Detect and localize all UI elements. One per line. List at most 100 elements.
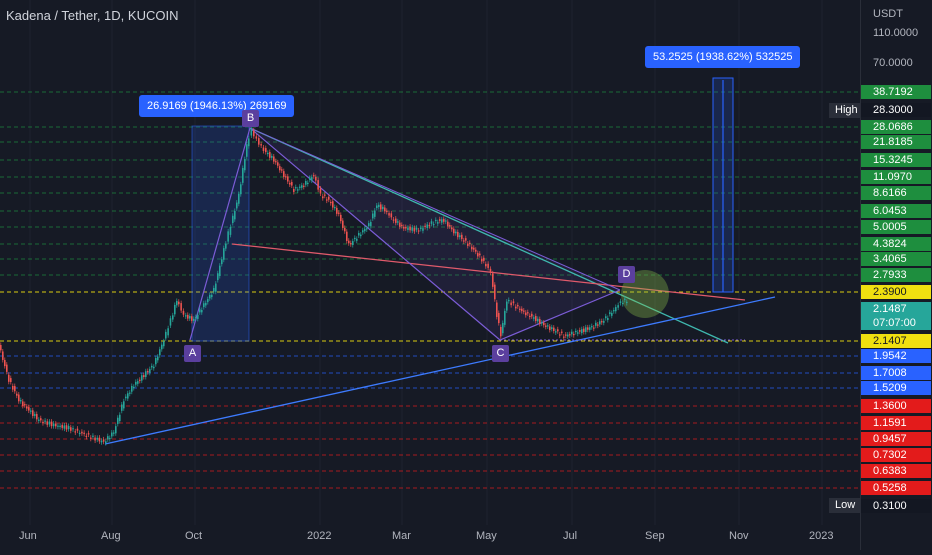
candle-body — [26, 406, 28, 409]
candle-body — [344, 227, 346, 232]
candle-body — [422, 228, 424, 231]
candle-body — [178, 301, 180, 305]
candle-body — [240, 184, 242, 195]
candle-body — [445, 220, 447, 222]
candle-body — [549, 326, 551, 330]
candle-body — [44, 420, 46, 422]
chart-pane[interactable]: Kadena / Tether, 1D, KUCOIN 26.9169 (194… — [0, 0, 864, 550]
candle-body — [467, 243, 469, 246]
candle-body — [409, 226, 411, 231]
price-axis-label: 3.4065 — [861, 252, 931, 266]
price-axis-label: 2.7933 — [861, 268, 931, 282]
candle-body — [85, 435, 88, 438]
candle-body — [191, 316, 193, 321]
candle-body — [291, 182, 293, 186]
candle-body — [360, 234, 362, 237]
candle-body — [599, 321, 601, 325]
pattern-point-d[interactable]: D — [618, 266, 635, 283]
candle-body — [535, 316, 537, 321]
candle-body — [521, 308, 523, 312]
candle-body — [22, 401, 24, 406]
price-axis-label: 28.3000 — [861, 103, 931, 117]
price-axis[interactable]: USDT 110.0000 70.0000 38.7192 28.3000 28.0… — [860, 0, 932, 550]
candle-body — [155, 358, 157, 365]
candle-body — [55, 423, 57, 427]
candle-body — [246, 144, 248, 157]
candle-body — [403, 226, 405, 229]
candle-body — [384, 207, 386, 212]
candle-body — [199, 309, 201, 313]
candle-body — [225, 243, 227, 249]
candle-body — [603, 320, 605, 323]
price-axis-label: 28.0686 — [861, 120, 931, 134]
price-axis-label: 8.6166 — [861, 186, 931, 200]
candle-body — [315, 176, 317, 181]
upper-trendline[interactable] — [249, 127, 729, 344]
pattern-point-a[interactable]: A — [184, 345, 201, 362]
candle-body — [253, 130, 255, 137]
candle-body — [195, 317, 197, 319]
candle-body — [57, 425, 59, 427]
candle-body — [378, 204, 380, 207]
candle-body — [463, 240, 465, 242]
support-trendline[interactable] — [104, 296, 776, 445]
candle-body — [465, 238, 467, 241]
candle-body — [561, 331, 563, 333]
price-axis-label: 0.3100 — [861, 499, 931, 513]
candle-body — [81, 431, 83, 434]
candle-body — [399, 222, 401, 227]
candle-body — [267, 152, 269, 155]
abcd-pattern-line[interactable] — [189, 126, 621, 341]
candle-body — [380, 204, 382, 210]
candle-body — [117, 417, 119, 424]
candle-body — [553, 327, 555, 331]
candle-body — [317, 180, 319, 190]
candle-body — [36, 414, 38, 420]
candle-body — [551, 327, 553, 329]
candle-body — [94, 437, 96, 441]
candle-body — [479, 253, 481, 256]
candle-body — [617, 305, 619, 308]
candle-body — [293, 188, 295, 192]
candle-body — [533, 317, 535, 319]
candle-body — [432, 223, 435, 226]
candle-body — [512, 301, 515, 304]
candle-body — [281, 169, 283, 171]
candle-body — [330, 201, 332, 204]
candle-body — [420, 227, 422, 229]
candle-body — [174, 304, 176, 315]
chart-canvas[interactable] — [0, 0, 860, 550]
candle-body — [473, 247, 475, 250]
candle-body — [180, 303, 182, 311]
candle-body — [613, 310, 615, 312]
price-axis-label: 2.3900 — [861, 285, 931, 299]
candle-body — [502, 322, 504, 334]
candle-body — [492, 273, 494, 287]
candle-body — [211, 294, 213, 298]
candle-body — [374, 210, 376, 217]
candle-body — [115, 426, 117, 434]
candle-body — [449, 225, 451, 227]
candle-body — [90, 437, 92, 439]
red-trendline[interactable] — [231, 243, 746, 301]
candle-body — [63, 425, 66, 429]
price-axis-label: 1.7008 — [861, 366, 931, 380]
time-label-aug: Aug — [101, 530, 121, 542]
candle-body — [437, 222, 439, 224]
candle-body — [65, 425, 68, 430]
candle-body — [242, 168, 244, 183]
candle-body — [531, 313, 533, 317]
pattern-point-c[interactable]: C — [492, 345, 509, 362]
triangle-base — [249, 127, 621, 291]
candle-body — [483, 257, 485, 261]
candle-body — [105, 441, 107, 444]
candle-body — [322, 196, 324, 199]
candle-body — [324, 194, 326, 196]
candle-body — [236, 202, 238, 209]
candle-body — [537, 318, 539, 322]
candle-body — [619, 301, 622, 303]
candle-body — [622, 302, 624, 305]
candle-body — [113, 432, 115, 434]
candle-body — [487, 263, 489, 268]
pattern-point-b[interactable]: B — [242, 110, 259, 127]
